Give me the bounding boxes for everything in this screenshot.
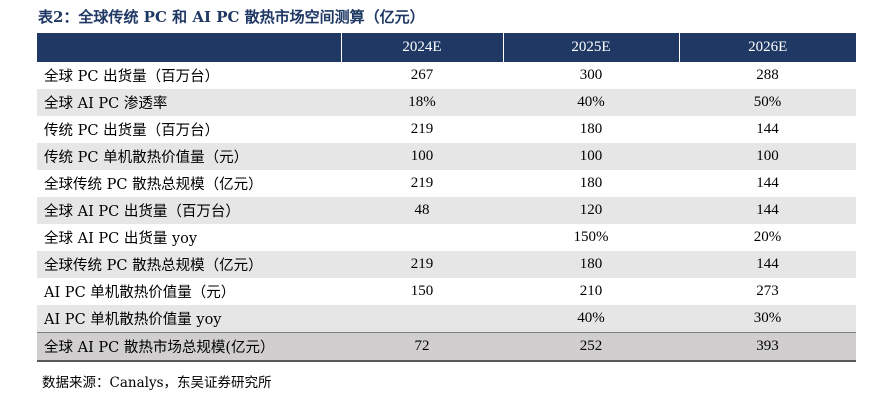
cell-2024e — [341, 224, 503, 251]
cell-2024e: 219 — [410, 121, 434, 137]
cell-2025e: 180 — [579, 121, 603, 137]
cell-2026e: 288 — [756, 67, 779, 83]
table-row: AI PC 单机散热价值量 yoy 40% 30% — [37, 305, 856, 333]
row-label: 全球 AI PC 出货量 yoy — [44, 231, 198, 247]
cell-2024e: 48 — [341, 197, 503, 224]
cell-2024e: 72 — [341, 332, 503, 362]
table-body: 全球 PC 出货量（百万台） 267 300 288 全球 AI PC 渗透率 … — [37, 62, 856, 362]
cell-2025e: 120 — [503, 197, 679, 224]
row-label: 全球 AI PC 渗透率 — [37, 89, 341, 116]
cell-2024e: 267 — [410, 67, 434, 83]
cell-2026e: 144 — [756, 121, 779, 137]
table-row: 全球传统 PC 散热总规模（亿元） 219 180 144 — [37, 170, 856, 197]
header-cell-2024e: 2024E — [341, 33, 504, 62]
table-row: 传统 PC 出货量（百万台） 219 180 144 — [37, 116, 856, 143]
cell-2026e: 30% — [679, 305, 856, 333]
table-row: 全球传统 PC 散热总规模（亿元） 219 180 144 — [37, 251, 856, 278]
header-cell-2026e: 2026E — [679, 33, 856, 62]
cell-2024e — [341, 305, 503, 333]
row-label: 全球 AI PC 散热市场总规模(亿元） — [37, 332, 341, 362]
cell-2026e: 144 — [679, 197, 856, 224]
table-header: 2024E 2025E 2026E — [37, 33, 856, 62]
row-label: 全球传统 PC 散热总规模（亿元） — [44, 177, 263, 193]
cell-2026e: 273 — [756, 283, 779, 299]
table-row: AI PC 单机散热价值量（元） 150 210 273 — [37, 278, 856, 305]
cell-2026e: 50% — [679, 89, 856, 116]
header-cell-2025e: 2025E — [503, 33, 680, 62]
header-cell-label — [37, 33, 342, 62]
cell-2024e: 219 — [341, 251, 503, 278]
cell-2025e: 40% — [503, 305, 679, 333]
cell-2025e: 180 — [579, 175, 603, 191]
table-row: 全球 PC 出货量（百万台） 267 300 288 — [37, 62, 856, 89]
cell-2024e: 150 — [410, 283, 434, 299]
cell-2025e: 150% — [573, 229, 609, 245]
source-note: 数据来源：Canalys，东吴证券研究所 — [42, 375, 272, 391]
cell-2026e: 144 — [679, 251, 856, 278]
data-table-container: 2024E 2025E 2026E 全球 PC 出货量（百万台） 267 300… — [37, 33, 856, 362]
row-label: 传统 PC 单机散热价值量（元） — [37, 143, 341, 170]
header-row: 2024E 2025E 2026E — [37, 33, 856, 62]
data-table: 2024E 2025E 2026E 全球 PC 出货量（百万台） 267 300… — [37, 33, 856, 362]
table-row-total: 全球 AI PC 散热市场总规模(亿元） 72 252 393 — [37, 332, 856, 362]
cell-2025e: 300 — [579, 67, 603, 83]
row-label: AI PC 单机散热价值量（元） — [44, 285, 236, 301]
cell-2025e: 40% — [503, 89, 679, 116]
table-title: 表2：全球传统 PC 和 AI PC 散热市场空间测算（亿元） — [38, 8, 425, 26]
cell-2025e: 210 — [579, 283, 603, 299]
cell-2025e: 180 — [503, 251, 679, 278]
row-label: 全球 AI PC 出货量（百万台） — [37, 197, 341, 224]
row-label: 全球 PC 出货量（百万台） — [44, 69, 220, 85]
table-row: 传统 PC 单机散热价值量（元） 100 100 100 — [37, 143, 856, 170]
table-row: 全球 AI PC 渗透率 18% 40% 50% — [37, 89, 856, 116]
cell-2026e: 100 — [679, 143, 856, 170]
cell-2026e: 20% — [753, 229, 782, 245]
row-label: AI PC 单机散热价值量 yoy — [37, 305, 341, 333]
cell-2024e: 219 — [410, 175, 434, 191]
cell-2026e: 144 — [756, 175, 779, 191]
row-label: 全球传统 PC 散热总规模（亿元） — [37, 251, 341, 278]
cell-2026e: 393 — [679, 332, 856, 362]
cell-2025e: 100 — [503, 143, 679, 170]
cell-2024e: 18% — [341, 89, 503, 116]
table-row: 全球 AI PC 出货量（百万台） 48 120 144 — [37, 197, 856, 224]
table-row: 全球 AI PC 出货量 yoy 150% 20% — [37, 224, 856, 251]
cell-2024e: 100 — [341, 143, 503, 170]
row-label: 传统 PC 出货量（百万台） — [44, 123, 220, 139]
cell-2025e: 252 — [503, 332, 679, 362]
